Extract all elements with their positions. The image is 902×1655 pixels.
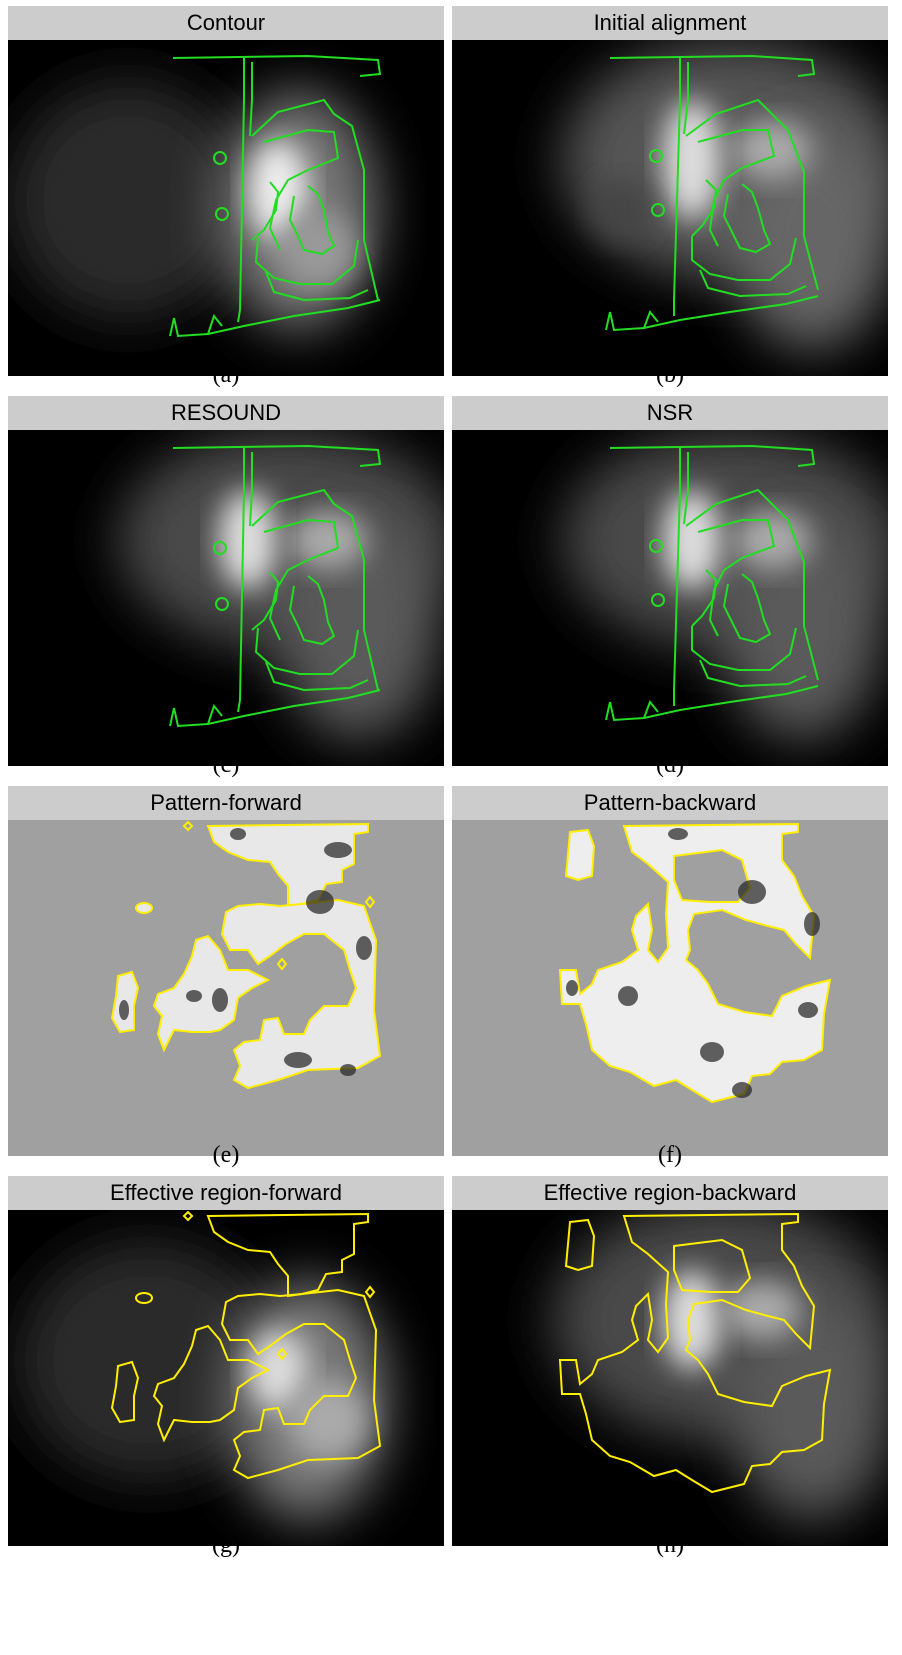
panel-label: (a) [212,362,240,388]
panel-title: Pattern-backward [452,786,888,820]
panel-effective-region-forward: Effective region-forward [8,1176,444,1546]
panel-nsr: NSR [452,396,888,766]
effective-region-backward-image [452,1210,888,1546]
panel-pattern-forward: Pattern-forward [8,786,444,1156]
panel-title: Effective region-backward [452,1176,888,1210]
panel-title: Pattern-forward [8,786,444,820]
panel-effective-region-backward: Effective region-backward [452,1176,888,1546]
panel-label: (b) [656,362,684,388]
panel-label: (g) [212,1532,240,1558]
panel-label: (h) [656,1532,684,1558]
panel-contour: Contour [8,6,444,376]
panel-initial-alignment: Initial alignment [452,6,888,376]
panel-label: (e) [212,1142,240,1168]
panel-title: RESOUND [8,396,444,430]
pattern-forward-image [8,820,444,1156]
effective-region-forward-image [8,1210,444,1546]
panel-pattern-backward: Pattern-backward [452,786,888,1156]
resound-image [8,430,444,766]
nsr-image [452,430,888,766]
panel-label: (c) [212,752,240,778]
pattern-backward-image [452,820,888,1156]
panel-title: Initial alignment [452,6,888,40]
panel-title: NSR [452,396,888,430]
initial-alignment-image [452,40,888,376]
panel-resound: RESOUND [8,396,444,766]
panel-title: Effective region-forward [8,1176,444,1210]
contour-image [8,40,444,376]
panel-label: (f) [658,1142,682,1168]
panel-title: Contour [8,6,444,40]
panel-label: (d) [656,752,684,778]
